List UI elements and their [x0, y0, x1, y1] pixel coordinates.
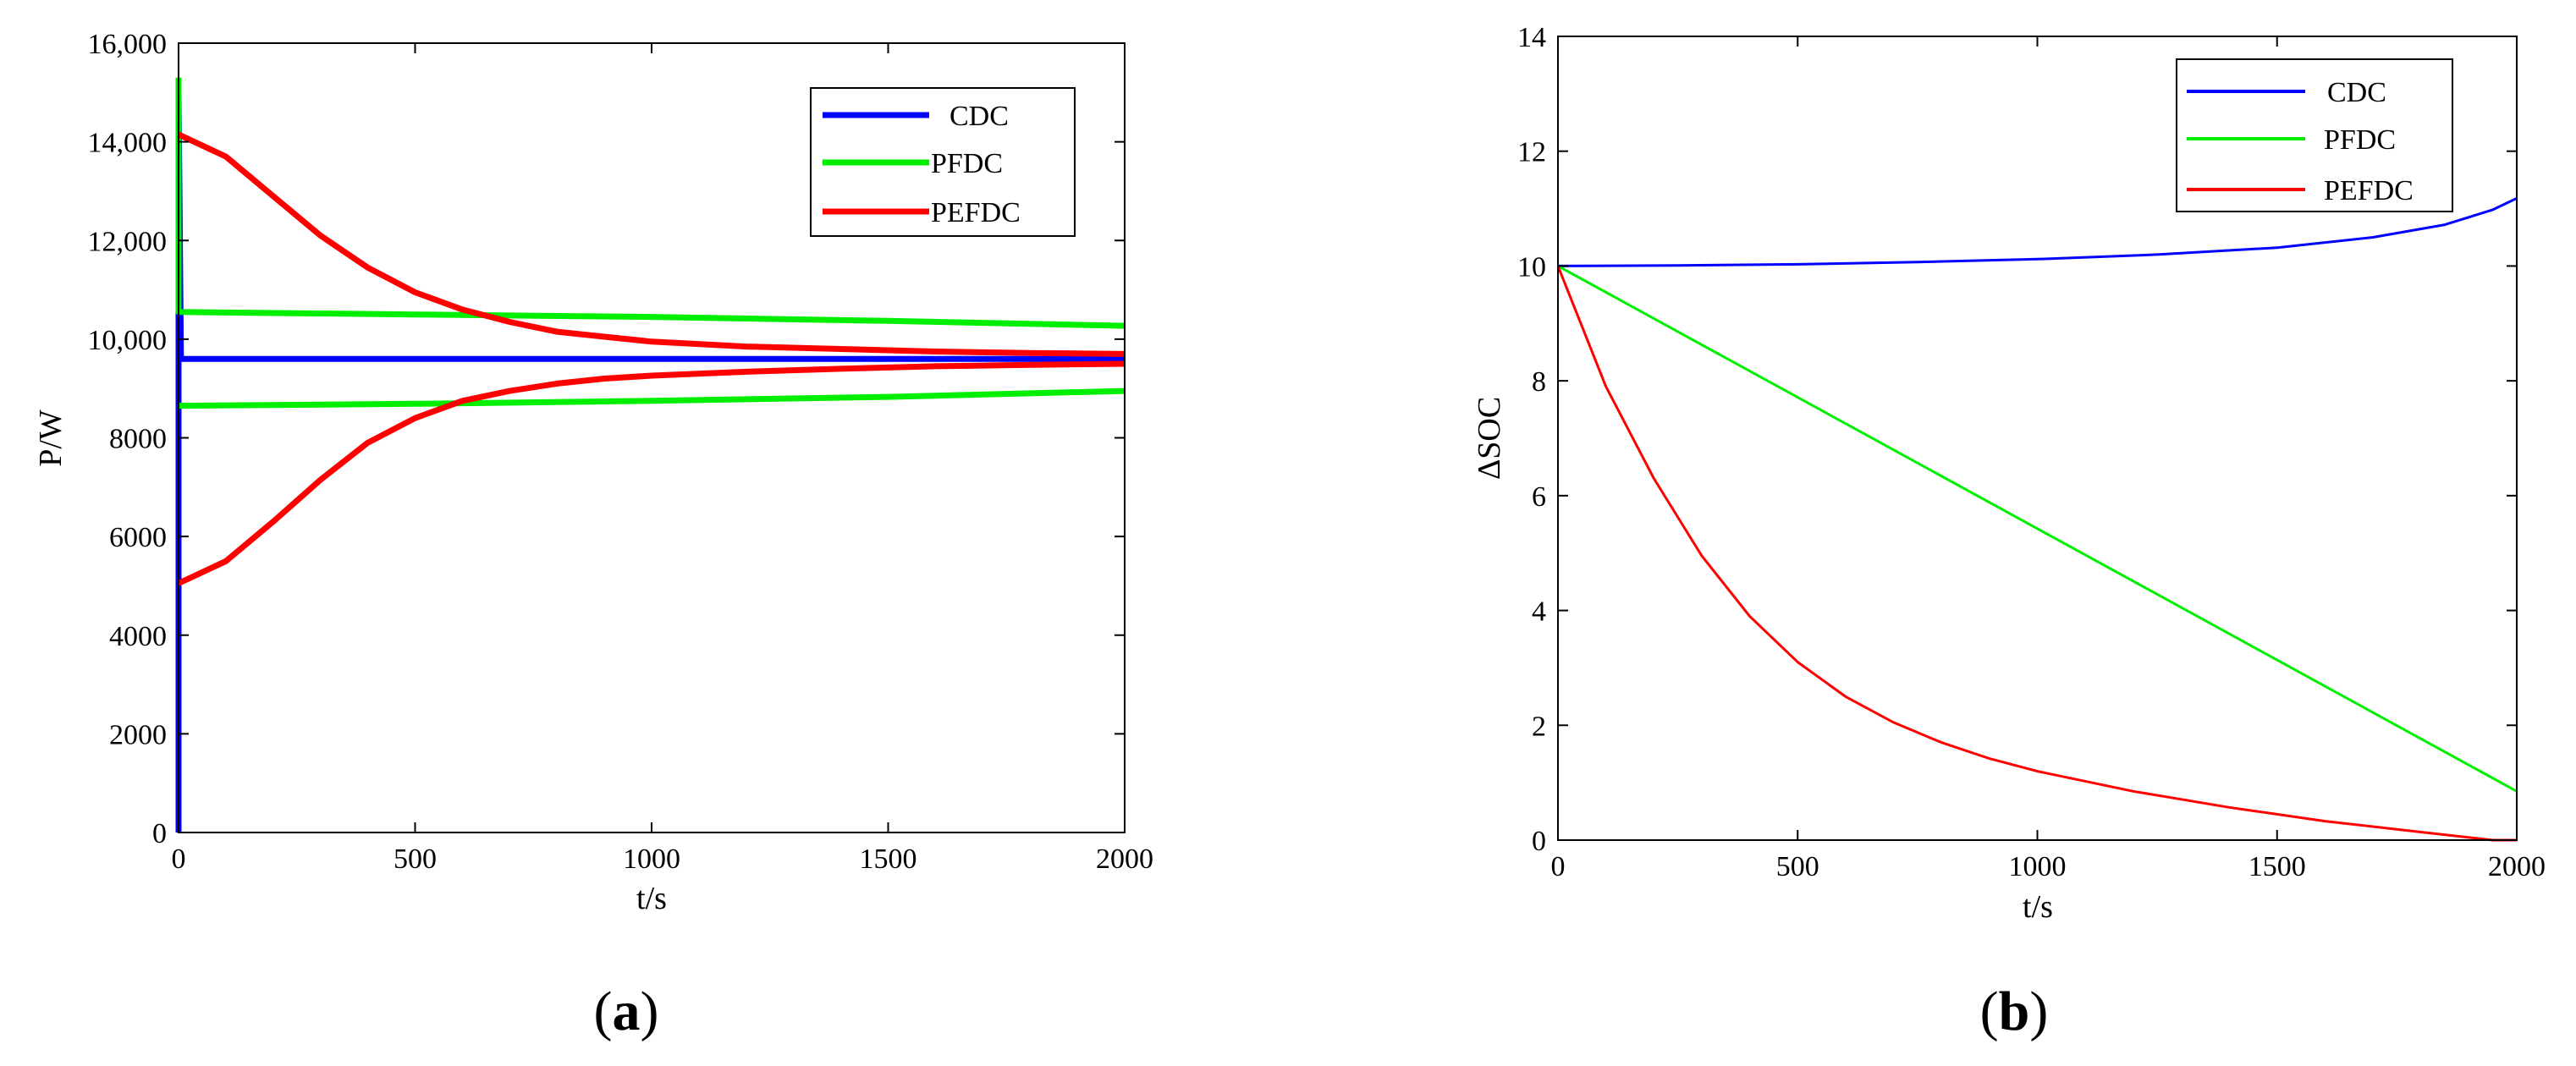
- legend-box-b: [2176, 58, 2453, 212]
- chart-panel-b: 0 500 1000 1500 2000 0 2 4 6 8 10 12 14 t/s ΔSOC CDC…: [1472, 22, 2546, 1042]
- legend-label-pefdc-b: PEFDC: [2324, 175, 2414, 206]
- legend-a: CDC PFDC PEFDC: [810, 87, 1076, 237]
- y-tick-label-a-6: 12,000: [88, 226, 168, 257]
- y-tick-label-b-2: 4: [1532, 596, 1546, 628]
- series-line-pfdc-b-1: [1557, 265, 2518, 793]
- x-axis-label-b: t/s: [2023, 889, 2053, 925]
- y-axis-label-b: ΔSOC: [1472, 397, 1507, 480]
- y-tick-label-b-0: 0: [1532, 826, 1546, 857]
- y-tick-label-a-1: 2000: [109, 719, 167, 750]
- legend-label-cdc-a: CDC: [949, 101, 1009, 132]
- legend-label-cdc-b: CDC: [2327, 77, 2386, 108]
- series-line-pefdc-b-2: [1556, 265, 2517, 842]
- x-tick-label-b-3: 1500: [2248, 851, 2306, 882]
- y-tick-label-a-7: 14,000: [88, 128, 168, 159]
- tick-layer-b: 0 500 1000 1500 2000 0 2 4 6 8 10 12 14: [1517, 22, 2546, 882]
- x-axis-label-a: t/s: [636, 881, 667, 916]
- legend-label-pfdc-b: PFDC: [2324, 124, 2396, 156]
- y-tick-label-b-3: 6: [1532, 481, 1546, 513]
- y-tick-label-a-2: 4000: [109, 621, 167, 652]
- y-tick-label-a-4: 8000: [109, 424, 167, 455]
- x-tick-label-a-1: 500: [394, 843, 437, 875]
- series-line-pefdc-a-4: [177, 360, 1126, 586]
- legend-b: CDC PFDC PEFDC: [2176, 58, 2453, 212]
- legend-label-pfdc-a: PFDC: [931, 148, 1003, 179]
- y-tick-label-b-7: 14: [1517, 22, 1546, 53]
- x-tick-label-b-0: 0: [1551, 851, 1566, 882]
- x-tick-label-b-4: 2000: [2488, 851, 2546, 882]
- x-tick-label-a-0: 0: [172, 843, 186, 875]
- legend-label-pefdc-a: PEFDC: [931, 197, 1021, 228]
- x-tick-label-a-4: 2000: [1096, 843, 1153, 875]
- x-tick-label-a-3: 1500: [860, 843, 917, 875]
- panel-letter-a: a: [613, 981, 641, 1042]
- panel-label-b: (b): [1980, 981, 2049, 1042]
- y-tick-label-b-5: 10: [1517, 251, 1546, 283]
- x-tick-label-a-2: 1000: [623, 843, 680, 875]
- panel-label-a: (a): [594, 981, 659, 1042]
- y-tick-label-a-5: 10,000: [88, 325, 168, 356]
- y-tick-label-b-4: 8: [1532, 366, 1546, 398]
- y-tick-label-a-8: 16,000: [88, 29, 168, 60]
- tick-layer-a: 0 500 1000 1500 2000 0 2000 4000 6000 8000 10,000 1…: [88, 29, 1154, 875]
- series-line-cdc-b-0: [1557, 197, 2518, 267]
- y-tick-label-b-1: 2: [1532, 711, 1546, 742]
- chart-panel-a: 0 500 1000 1500 2000 0 2000 4000 6000 8000 10,000 1…: [33, 29, 1153, 1042]
- x-tick-label-b-2: 1000: [2009, 851, 2067, 882]
- series-layer-b: [1556, 197, 2518, 842]
- series-line-pfdc-a-2: [178, 387, 1126, 409]
- series-line-pefdc-a-3: [177, 131, 1126, 357]
- y-tick-label-a-0: 0: [152, 818, 167, 849]
- y-axis-label-a: P/W: [33, 409, 69, 467]
- x-tick-label-b-1: 500: [1776, 851, 1819, 882]
- panel-letter-b: b: [1999, 981, 2030, 1042]
- y-tick-label-a-3: 6000: [109, 522, 167, 553]
- y-tick-label-b-6: 12: [1517, 137, 1546, 168]
